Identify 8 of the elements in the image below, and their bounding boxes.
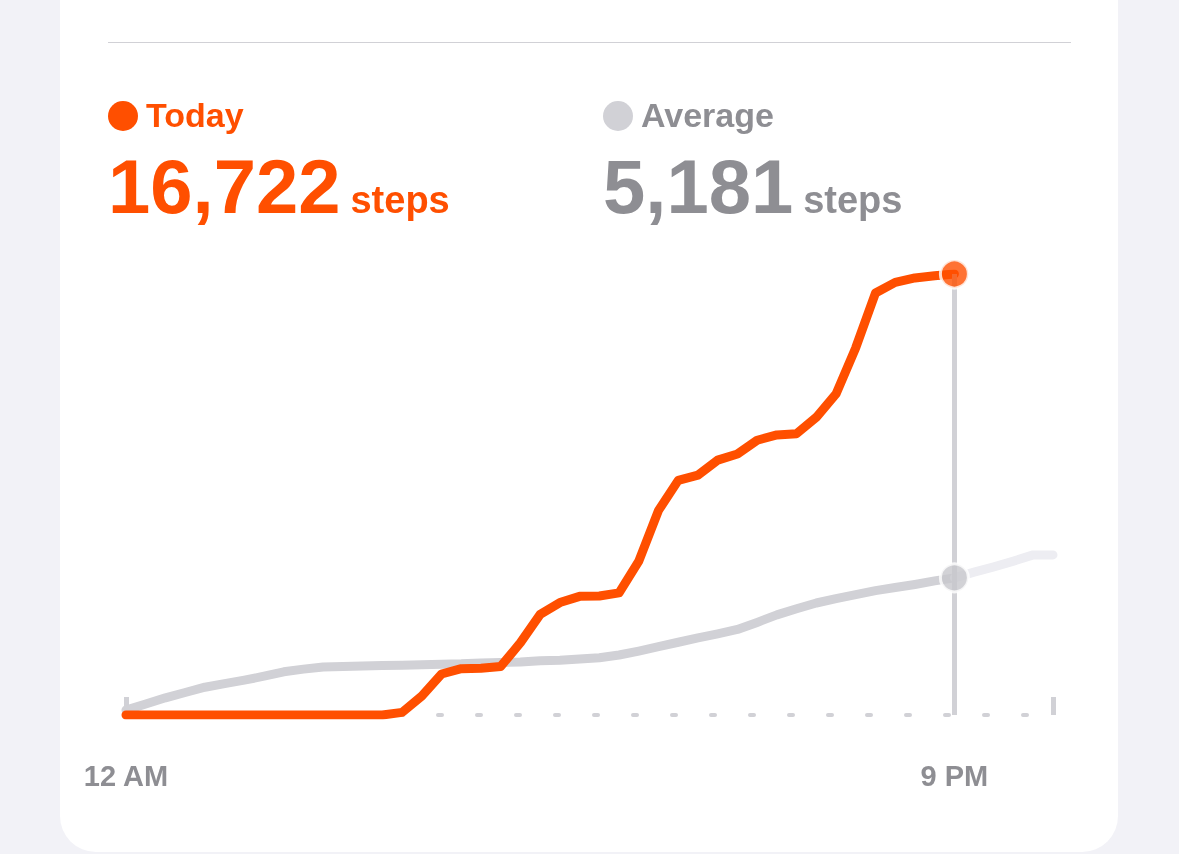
text: 16,722 [108,144,341,229]
legend-label: Average [640,96,775,135]
text: 5,181 [603,144,794,229]
legend-label: Today [145,96,245,135]
text: steps [803,179,903,221]
text: steps [350,179,450,221]
x-tick-label: 12 AM [83,759,169,792]
x-tick-label: 9 PM [920,759,989,792]
